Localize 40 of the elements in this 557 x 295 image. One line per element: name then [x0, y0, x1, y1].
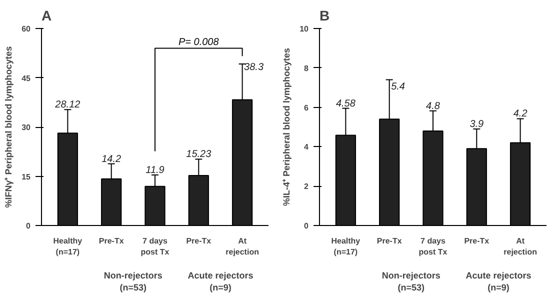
- x-tick-label: 7 days post Tx: [140, 236, 170, 256]
- y-tick-label: 30: [22, 123, 32, 132]
- y-tick-label: 6: [304, 103, 310, 112]
- data-label: 14.2: [102, 154, 122, 165]
- annotation: P= 0.008: [178, 37, 220, 48]
- data-label: 11.9: [146, 164, 165, 176]
- y-tick-label: 0: [304, 222, 310, 230]
- chart-title: B: [320, 8, 330, 24]
- text: Non-rejectors (n=53): [104, 270, 162, 292]
- text: Non-rejectors (n=53): [382, 270, 440, 292]
- data-label: 5.4: [391, 82, 406, 93]
- y-tick-label: 4: [304, 142, 310, 152]
- x-tick-label: At rejection: [504, 236, 538, 256]
- x-tick-label: Healthy (n=17): [331, 236, 361, 256]
- data-label: 3.9: [470, 118, 484, 130]
- y-tick-label: 45: [22, 74, 32, 83]
- data-label: 4.2: [513, 108, 528, 120]
- x-tick-label: 7 days post Tx: [418, 236, 448, 256]
- data-label: 15.23: [186, 149, 212, 160]
- data-label: 38.3: [244, 62, 264, 74]
- y-tick-label: 0: [26, 222, 32, 230]
- y-tick-label: 15: [22, 172, 32, 182]
- text: Acute rejectors (n=9): [188, 270, 254, 292]
- y-axis-title: %IFNγ⁺ Peripheral blood lymphocytes: [4, 46, 14, 208]
- x-tick-label: At rejection: [226, 236, 260, 256]
- y-tick-label: 60: [22, 24, 32, 34]
- data-label: 4.58: [336, 98, 356, 110]
- data-label: 4.8: [426, 100, 440, 112]
- text: Acute rejectors (n=9): [466, 270, 532, 292]
- data-label: 28.12: [54, 100, 81, 111]
- x-tick-label: Pre-Tx: [186, 236, 212, 246]
- x-tick-label: Pre-Tx: [376, 236, 402, 246]
- x-tick-label: Healthy (n=17): [53, 236, 83, 256]
- x-tick-label: Pre-Tx: [98, 236, 124, 246]
- y-axis-title: %IL-4⁺ Peripheral blood lymphocytes: [282, 48, 292, 206]
- chart-title: A: [42, 8, 52, 24]
- y-tick-label: 10: [300, 24, 310, 34]
- y-tick-label: 8: [304, 64, 310, 73]
- y-tick-label: 2: [304, 182, 310, 192]
- x-tick-label: Pre-Tx: [464, 236, 490, 246]
